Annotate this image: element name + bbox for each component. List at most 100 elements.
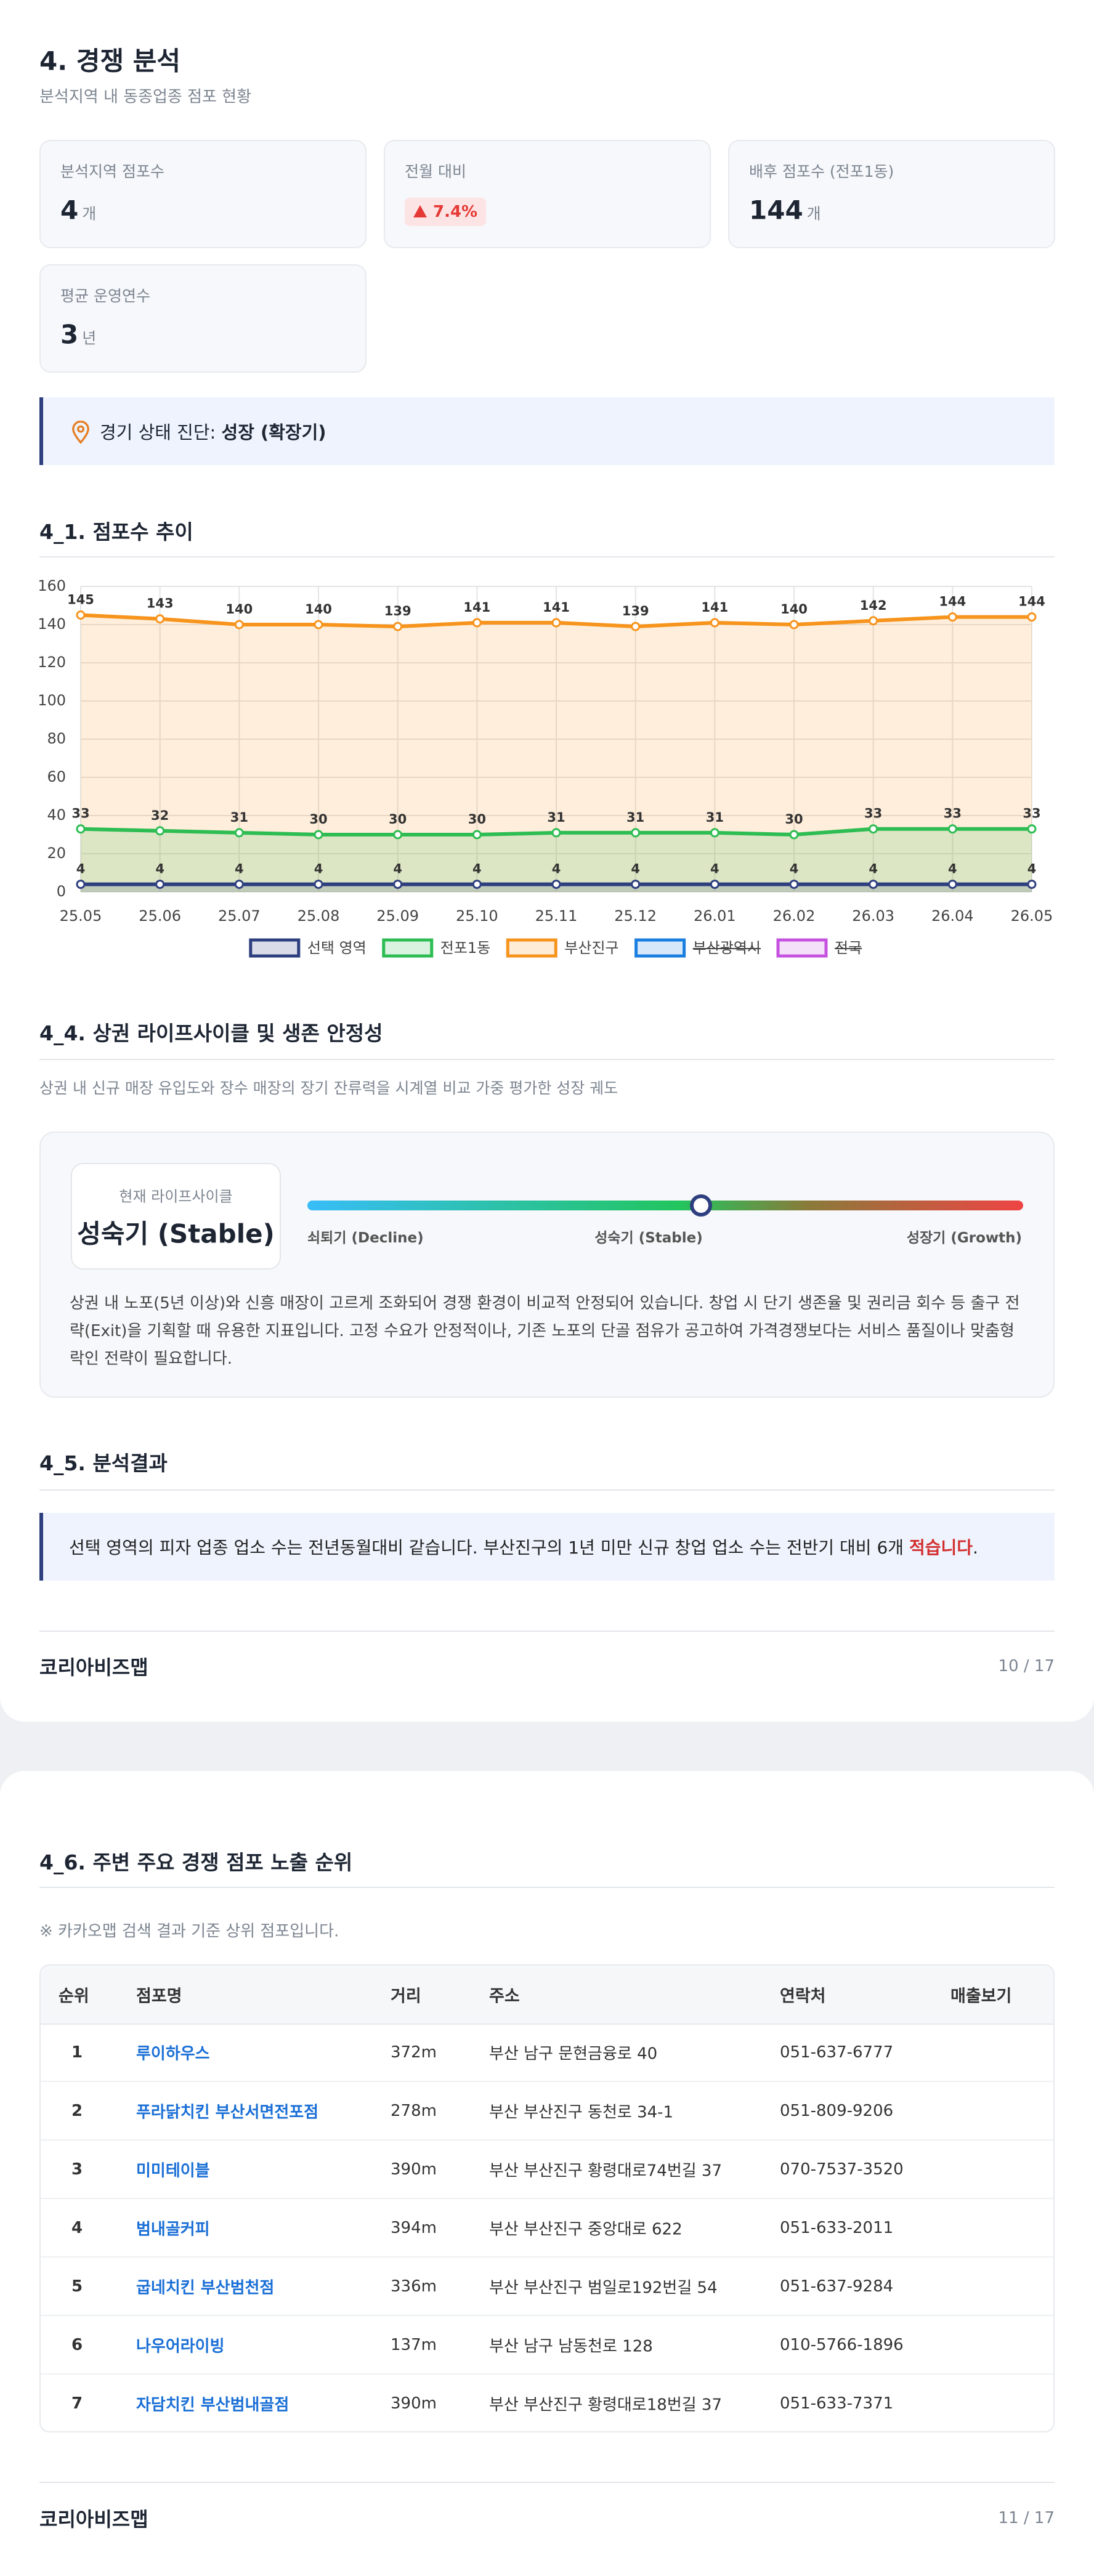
data-label: 145	[67, 593, 94, 607]
data-label: 144	[939, 594, 966, 609]
column-header: 연락처	[780, 1987, 826, 2006]
stat-card: 평균 운영연수 3 년	[39, 264, 367, 373]
data-label: 140	[780, 602, 808, 617]
table-header: 순위 점포명 거리 주소 연락처 매출보기	[41, 1966, 1053, 2025]
note: ※ 카카오맵 검색 결과 기준 상위 점포입니다.	[39, 1922, 339, 1941]
rule	[39, 556, 1055, 557]
footer-rule	[39, 2482, 1055, 2483]
data-label: 30	[468, 812, 486, 827]
data-label: 33	[864, 806, 882, 821]
point	[234, 620, 244, 630]
point	[789, 880, 799, 889]
current-stage: 성숙기 (Stable)	[77, 1218, 275, 1249]
diagnosis: 경기 상태 진단: 성장 (확장기)	[100, 418, 326, 444]
legend-swatch	[506, 938, 557, 958]
data-label: 31	[706, 810, 724, 825]
cell: 278m	[391, 2102, 437, 2120]
store-name: 범내골커피	[136, 2220, 210, 2239]
data-label: 140	[305, 602, 332, 617]
legend-swatch	[634, 938, 686, 958]
store-name: 루이하우스	[136, 2044, 210, 2064]
data-label: 141	[701, 600, 728, 615]
description: 상권 내 신규 매장 유입도와 장수 매장의 장기 잔류력을 시계열 비교 가중…	[39, 1079, 618, 1097]
data-label: 142	[860, 598, 887, 613]
y-tick-label: 120	[38, 654, 66, 671]
data-label: 31	[626, 810, 644, 825]
y-tick-label: 160	[38, 577, 66, 594]
pin-icon	[72, 421, 89, 444]
page: 4_6. 주변 주요 경쟁 점포 노출 순위 ※ 카카오맵 검색 결과 기준 상…	[0, 1771, 1094, 2576]
cell: 051-637-6777	[780, 2043, 894, 2062]
column-header: 주소	[489, 1987, 520, 2006]
data-label: 33	[1023, 806, 1040, 821]
data-label: 144	[1018, 594, 1045, 609]
data-label: 143	[147, 596, 174, 611]
data-label: 4	[710, 862, 719, 877]
cell: 부산 부산진구 황령대로18번길 37	[489, 2396, 723, 2415]
x-tick-label: 25.07	[218, 907, 261, 925]
point	[631, 622, 641, 631]
footer-brand: 코리아비즈맵	[39, 2508, 148, 2531]
point	[1027, 880, 1037, 889]
data-label: 4	[472, 862, 482, 877]
legend-swatch	[776, 938, 828, 958]
point	[869, 880, 878, 889]
table-row: 3 미미테이블 390m 부산 부산진구 황령대로74번길 37 070-7537-35…	[41, 2141, 1053, 2199]
stat-card: 전월 대비 7.4%	[384, 140, 711, 248]
stat-label: 배후 점포수 (전포1동)	[749, 163, 894, 180]
cell: 6	[71, 2336, 83, 2354]
stat-unit: 개	[82, 205, 97, 223]
data-label: 33	[71, 806, 89, 821]
point	[789, 620, 799, 630]
point	[1027, 824, 1037, 834]
point	[947, 880, 957, 889]
table-row: 1 루이하우스 372m 부산 남구 문현금융로 40 051-637-6777	[41, 2023, 1053, 2082]
stat-label: 분석지역 점포수	[60, 163, 164, 180]
cell: 부산 남구 문현금융로 40	[489, 2044, 658, 2064]
y-tick-label: 60	[47, 768, 66, 785]
stat-label: 평균 운영연수	[60, 287, 150, 305]
x-tick-label: 26.01	[694, 907, 736, 925]
point	[789, 830, 799, 840]
stat-number: 3	[60, 319, 79, 350]
legend-label: 전포1동	[440, 939, 491, 957]
store-name: 나우어라이빙	[136, 2337, 225, 2356]
stat-number: 4	[60, 195, 79, 225]
point	[551, 880, 561, 889]
data-label: 4	[76, 862, 86, 877]
cell: 051-633-2011	[780, 2219, 894, 2237]
data-label: 4	[393, 862, 402, 877]
cell: 394m	[391, 2219, 437, 2237]
point	[551, 828, 561, 838]
x-tick-label: 25.10	[456, 907, 498, 925]
point	[234, 880, 244, 889]
point	[314, 620, 323, 630]
data-label: 140	[225, 602, 253, 617]
data-label: 4	[869, 862, 878, 877]
cell: 372m	[391, 2043, 437, 2062]
table-row: 6 나우어라이빙 137m 부산 남구 남동천로 128 010-5766-1896	[41, 2316, 1053, 2375]
point	[234, 828, 244, 838]
result-box: 선택 영역의 피자 업종 업소 수는 전년동월대비 같습니다. 부산진구의 1년…	[39, 1513, 1055, 1581]
cell: 070-7537-3520	[780, 2160, 904, 2179]
legend-label: 부산진구	[564, 939, 618, 957]
current-label: 현재 라이프사이클	[119, 1188, 233, 1205]
stage-label: 성숙기 (Stable)	[594, 1230, 703, 1246]
stat-card: 분석지역 점포수 4 개	[39, 140, 367, 248]
current-box: 현재 라이프사이클 성숙기 (Stable)	[71, 1163, 281, 1270]
cell: 137m	[391, 2336, 437, 2354]
diagnosis-value: 성장 (확장기)	[221, 422, 326, 443]
heading: 4_4. 상권 라이프사이클 및 생존 안정성	[39, 1021, 383, 1045]
point	[472, 830, 482, 840]
y-tick-label: 20	[47, 844, 66, 862]
stat-label: 전월 대비	[405, 163, 466, 180]
cell: 부산 남구 남동천로 128	[489, 2337, 653, 2356]
x-tick-label: 25.09	[376, 907, 419, 925]
point	[393, 880, 403, 889]
stat-card: 배후 점포수 (전포1동) 144 개	[728, 140, 1055, 248]
point	[551, 618, 561, 628]
x-tick-label: 26.05	[1011, 907, 1053, 925]
x-tick-label: 25.06	[139, 907, 181, 925]
column-header: 매출보기	[950, 1987, 1012, 2006]
